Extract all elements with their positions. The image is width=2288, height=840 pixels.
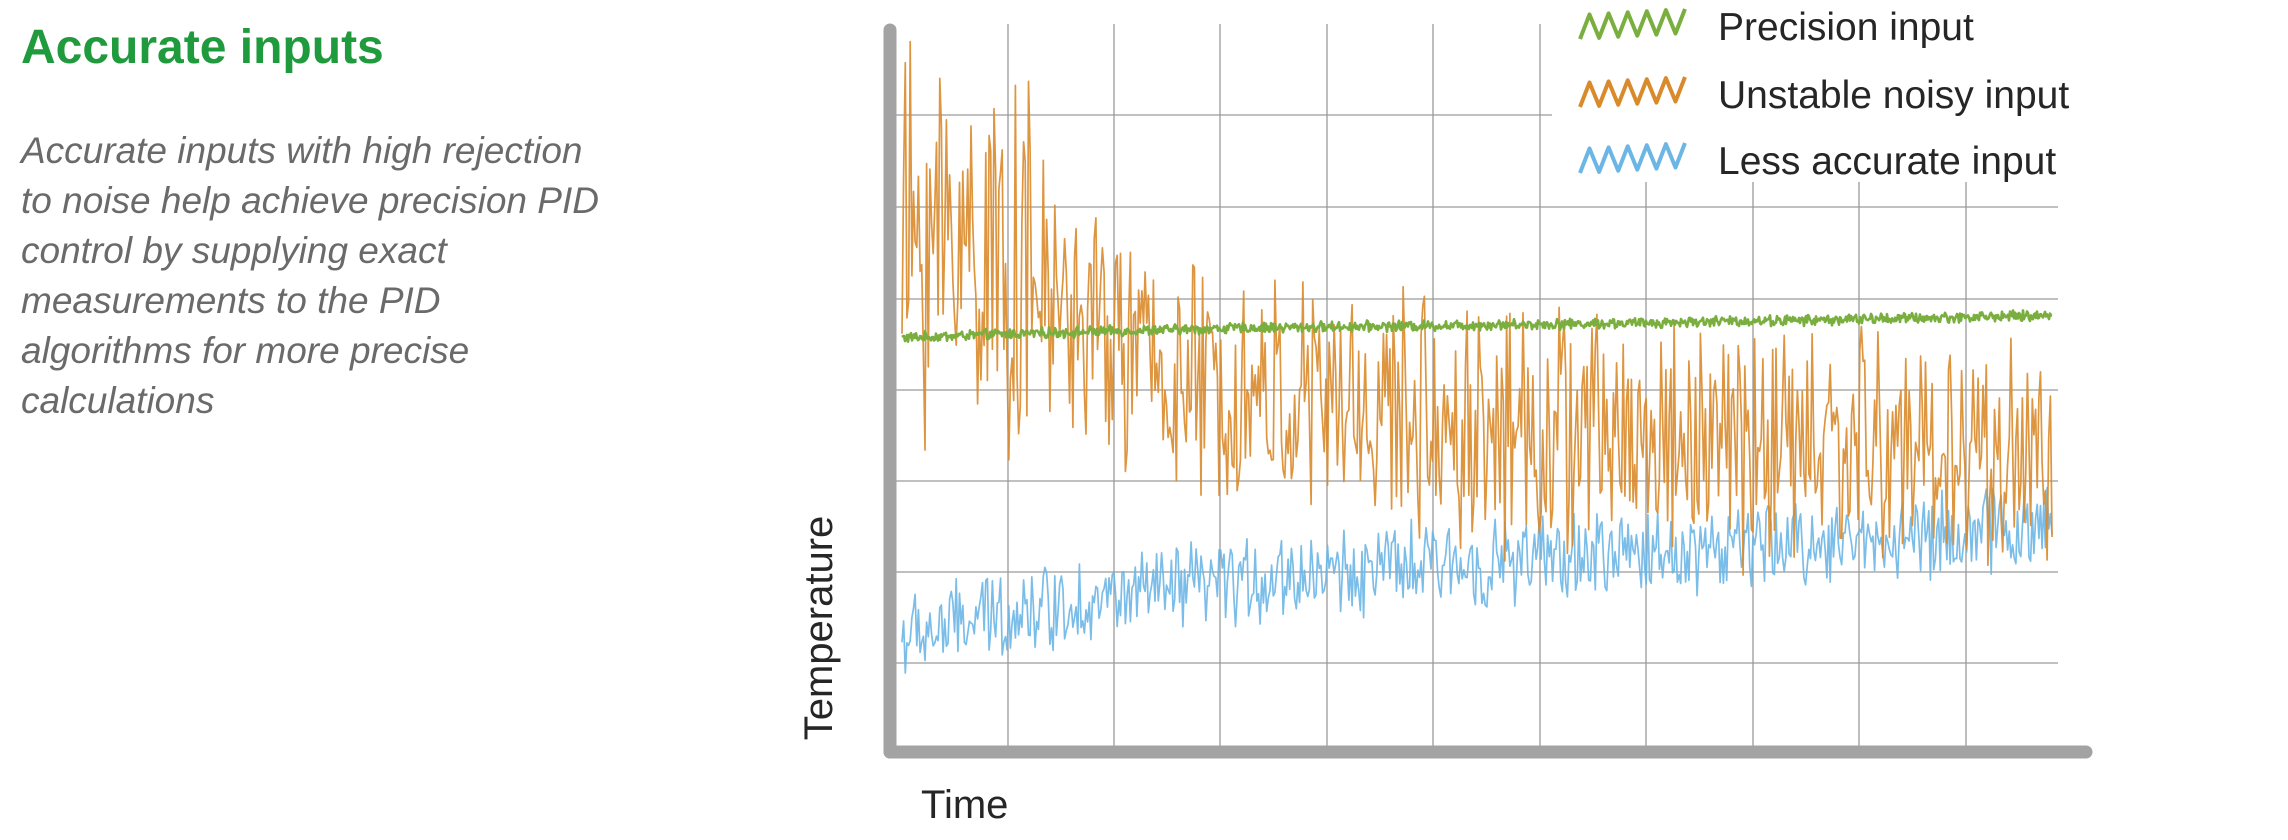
legend-label-2: Less accurate input bbox=[1718, 140, 2056, 183]
legend-label-0: Precision input bbox=[1718, 6, 1974, 49]
legend-swatch-0 bbox=[1578, 8, 1687, 40]
axes bbox=[883, 23, 2093, 759]
series-line-less-accurate-input bbox=[901, 486, 2053, 674]
legend: Precision input Unstable noisy input Less … bbox=[1578, 6, 2069, 183]
page-heading: Accurate inputs bbox=[21, 21, 384, 74]
series-layer bbox=[901, 40, 2053, 674]
temperature-time-chart: Time Temperature Precision input Unstable… bbox=[797, 0, 2112, 827]
x-axis-label: Time bbox=[921, 783, 1008, 827]
legend-label-1: Unstable noisy input bbox=[1718, 74, 2069, 117]
y-axis-label: Temperature bbox=[797, 516, 841, 741]
series-line-precision-input bbox=[901, 309, 2053, 343]
legend-swatch-1 bbox=[1578, 76, 1687, 108]
legend-swatch-2 bbox=[1578, 142, 1687, 174]
series-line-unstable-noisy-input bbox=[901, 40, 2053, 576]
description-text: Accurate inputs with high rejection to n… bbox=[21, 130, 599, 421]
